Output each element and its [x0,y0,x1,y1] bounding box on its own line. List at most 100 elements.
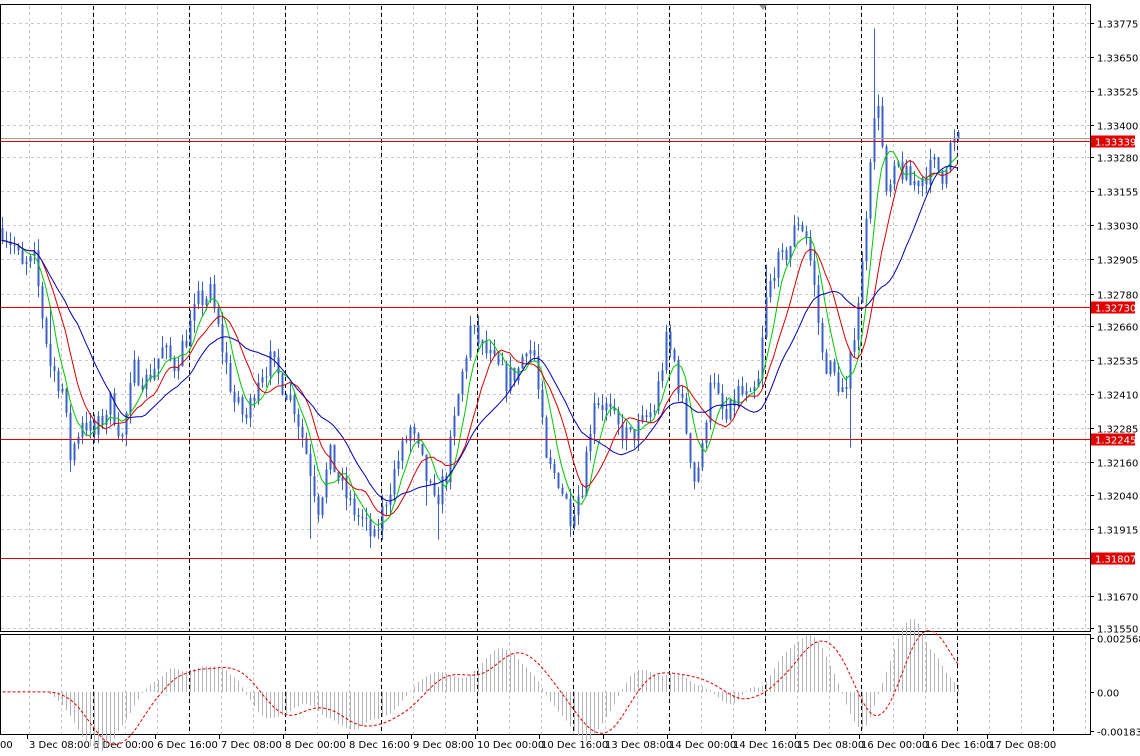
candle [585,446,588,497]
candle [33,242,36,264]
candle [529,340,532,363]
price-level-tag [1091,301,1135,314]
candle [189,309,192,348]
y-tick-label: 1.32285 [1097,425,1138,436]
candle [241,394,244,423]
candle [245,407,248,425]
price-level-label: 1.32730 [1095,304,1136,315]
candle [29,254,32,269]
candle [73,441,76,466]
candle [689,432,692,469]
candle [373,525,376,538]
candle [893,160,896,192]
candle [729,398,732,421]
candle [109,391,112,425]
candle [53,357,56,382]
candle [625,421,628,451]
candle [433,473,436,497]
candle [121,432,124,442]
candle [389,483,392,515]
candle [465,354,468,380]
candle [741,376,744,397]
candle [309,443,312,539]
ma-slow-line [1,165,958,502]
y-tick-label: 1.32160 [1097,459,1138,470]
x-tick-label: 9 Dec 08:00 [413,740,474,751]
candle [541,380,544,425]
x-tick-label: 8 Dec 16:00 [349,740,410,751]
candle [733,388,736,418]
candle [297,408,300,439]
candle [941,169,944,191]
main-plot-frame [0,4,1091,632]
candle [233,384,236,412]
candle [193,293,196,333]
ma-medium-line [1,160,958,517]
y-tick-label: 1.32905 [1097,256,1138,267]
candle [349,490,352,506]
x-tick-label: 6 Dec 16:00 [157,740,218,751]
x-tick-label: 10 Dec 00:00 [477,740,544,751]
candle [793,215,796,248]
candle [877,94,880,131]
candle [801,221,804,233]
candle [917,180,920,195]
y-tick-label: 1.33280 [1097,154,1138,165]
candle [153,357,156,381]
candle [461,368,464,402]
candle [141,377,144,393]
candle [85,411,88,437]
candle [61,383,64,394]
candle [413,423,416,442]
candle [509,356,512,395]
candle [685,392,688,435]
candle [281,371,284,396]
candle [777,248,780,288]
candle [825,348,828,375]
candle [885,144,888,196]
candle [953,129,956,152]
candle [265,367,268,388]
candle [21,241,24,265]
candle [765,264,768,341]
candle [161,336,164,359]
candle [45,316,48,348]
y-tick-label: 1.33400 [1097,122,1138,133]
candle [65,387,68,418]
price-level-tag [1091,433,1135,446]
x-tick-label: 13 Dec 08:00 [605,740,672,751]
shift-marker-icon[interactable] [759,5,767,10]
candle [873,28,876,170]
candle [477,315,480,352]
candle [845,375,848,399]
price-level-tag [1091,135,1135,148]
y-tick-label: 1.32410 [1097,391,1138,402]
candle [429,478,432,486]
x-tick-label: 14 Dec 16:00 [733,740,800,751]
candle [409,424,412,453]
candle [757,370,760,388]
candle [693,461,696,490]
candle [49,305,52,378]
candle [341,467,344,491]
candle [641,405,644,424]
candle [517,366,520,385]
candle [717,374,720,395]
candle [581,483,584,499]
candle [225,341,228,375]
candle [457,393,460,417]
candle [589,424,592,461]
candle [13,236,16,254]
y-tick-label: 1.33155 [1097,188,1138,199]
candle [9,232,12,255]
candle [945,166,948,189]
candle [325,462,328,504]
candle [169,337,172,362]
candle [69,404,72,472]
candle [869,158,872,224]
candle [353,493,356,522]
candle [561,483,564,497]
candle [677,355,680,402]
indicator-tick-label: 0.00 [1097,689,1119,700]
candle [957,129,960,142]
